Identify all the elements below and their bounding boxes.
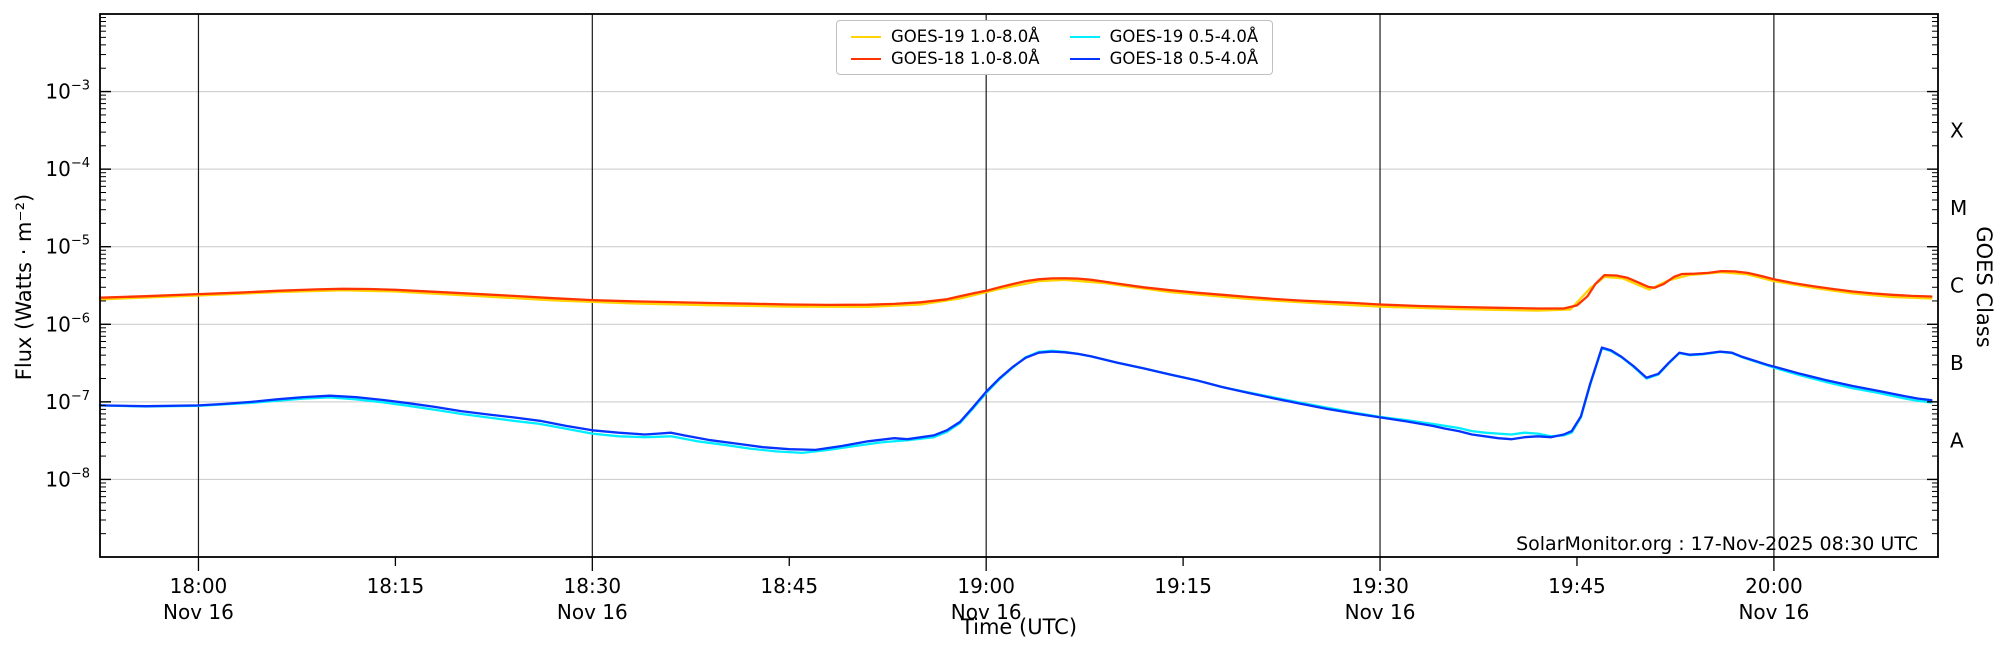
goes-class-A: A bbox=[1950, 429, 1964, 453]
x-tick-label: 18:45 bbox=[760, 574, 818, 598]
legend-line-swatch bbox=[1069, 57, 1100, 60]
series-lines bbox=[98, 269, 1933, 455]
x-tick-label: 19:15 bbox=[1154, 574, 1212, 598]
y-axis-label-goes-class: GOES Class bbox=[1972, 226, 1996, 348]
x-tick-day-label: Nov 16 bbox=[557, 600, 628, 624]
x-tick-day-label: Nov 16 bbox=[1345, 600, 1416, 624]
y-tick-label: 10−3 bbox=[45, 79, 90, 104]
x-tick-label: 19:00 bbox=[957, 574, 1015, 598]
legend-item: GOES-18 1.0-8.0Å bbox=[851, 49, 1040, 68]
goes-class-B: B bbox=[1950, 351, 1964, 375]
legend-line-swatch bbox=[1069, 35, 1100, 38]
x-tick-day-label: Nov 16 bbox=[1738, 600, 1809, 624]
plot-border bbox=[99, 13, 1939, 558]
y-axis-label-flux: Flux (Watts · m⁻²) bbox=[12, 193, 36, 381]
goes-class-labels: X M C B A bbox=[1950, 118, 1967, 452]
legend-item: GOES-19 1.0-8.0Å bbox=[851, 27, 1040, 46]
y-tick-label: 10−8 bbox=[45, 466, 90, 491]
y-tick-label: 10−4 bbox=[45, 156, 90, 181]
x-tick-label: 18:15 bbox=[367, 574, 425, 598]
x-axis-label-time: Time (UTC) bbox=[960, 615, 1078, 639]
x-tick-day-label: Nov 16 bbox=[163, 600, 234, 624]
series-GOES-18-0-5-4-0Å bbox=[98, 346, 1933, 452]
legend-item: GOES-19 0.5-4.0Å bbox=[1069, 27, 1259, 46]
x-tick-label: 19:30 bbox=[1351, 574, 1409, 598]
goes-class-X: X bbox=[1950, 118, 1964, 142]
x-tick-label: 20:00 bbox=[1745, 574, 1803, 598]
x-tick-label: 18:00 bbox=[170, 574, 228, 598]
y-tick-label: 10−7 bbox=[45, 389, 90, 414]
y-tick-labels: 10−3 10−4 10−5 10−6 10−7 10−8 bbox=[45, 79, 90, 492]
legend-item-label: GOES-19 0.5-4.0Å bbox=[1109, 27, 1259, 46]
legend-item-label: GOES-18 0.5-4.0Å bbox=[1109, 49, 1259, 68]
y-axis-ticks bbox=[100, 17, 1938, 535]
legend-line-swatch bbox=[851, 35, 881, 38]
solarmonitor-timestamp-annotation: SolarMonitor.org : 17-Nov-2025 08:30 UTC bbox=[1516, 533, 1918, 555]
legend-item-label: GOES-18 1.0-8.0Å bbox=[891, 49, 1040, 68]
x-gridlines bbox=[197, 14, 1775, 557]
legend-line-swatch bbox=[851, 57, 881, 60]
y-tick-label: 10−6 bbox=[45, 311, 90, 336]
x-tick-label: 19:45 bbox=[1548, 574, 1606, 598]
legend-item: GOES-18 0.5-4.0Å bbox=[1069, 49, 1259, 68]
x-tick-label: 18:30 bbox=[564, 574, 622, 598]
x-tick-day-label: Nov 16 bbox=[951, 600, 1022, 624]
series-GOES-18-1-0-8-0Å bbox=[98, 269, 1933, 310]
series-GOES-19-1-0-8-0Å bbox=[98, 271, 1933, 312]
y-tick-label: 10−5 bbox=[45, 234, 90, 259]
goes-class-M: M bbox=[1950, 196, 1967, 220]
legend-item-label: GOES-19 1.0-8.0Å bbox=[891, 27, 1040, 46]
goes-class-C: C bbox=[1950, 274, 1964, 298]
legend: GOES-19 1.0-8.0Å GOES-18 1.0-8.0Å GOES-19 … bbox=[836, 20, 1274, 75]
